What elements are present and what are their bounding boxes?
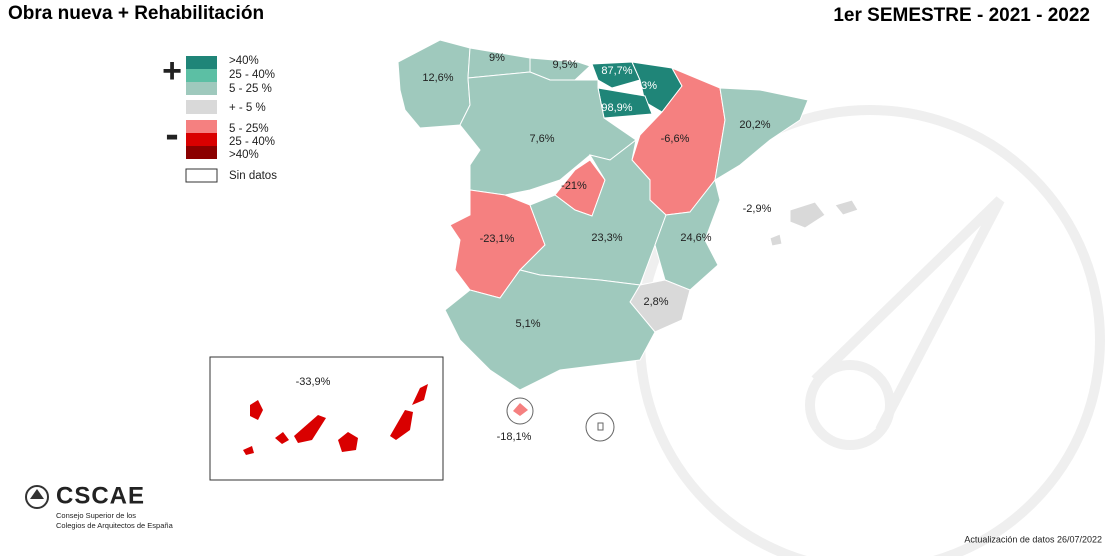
region-label: 7,6% [529, 133, 554, 145]
legend-plus: + [162, 52, 182, 90]
regions [209, 39, 859, 481]
region [789, 201, 826, 229]
region-label: 9,5% [552, 59, 577, 71]
region-label: 9% [489, 52, 505, 64]
region [513, 403, 528, 416]
swatch [186, 82, 217, 95]
region-label: -6,6% [661, 133, 690, 145]
region-label: -18,1% [497, 431, 532, 443]
legend-minus: - [165, 113, 178, 157]
legend-item: >40% [229, 149, 259, 161]
logo-text: CSCAE [56, 482, 145, 509]
org-line: Consejo Superior de los [56, 511, 136, 520]
region [444, 269, 656, 391]
region-label: -23,1% [480, 233, 515, 245]
swatch [186, 133, 217, 146]
swatch [186, 56, 217, 69]
swatch [186, 100, 217, 114]
region-label: 24,6% [680, 232, 711, 244]
region [769, 233, 783, 247]
swatch [185, 168, 218, 183]
swatch [186, 146, 217, 159]
canarias [243, 384, 428, 455]
region-label: -2,9% [743, 203, 772, 215]
region-label: 63% [635, 80, 657, 92]
region-label: 87,7% [601, 65, 632, 77]
legend-item: 25 - 40% [229, 136, 275, 148]
region [397, 39, 471, 129]
legend-item: 5 - 25% [229, 123, 269, 135]
region [654, 178, 721, 291]
region-label: 23,3% [591, 232, 622, 244]
title: Obra nueva + Rehabilitación [8, 3, 264, 24]
region [591, 61, 641, 89]
region [834, 199, 859, 216]
legend-item: 5 - 25 % [229, 83, 272, 95]
region-label: 20,2% [739, 119, 770, 131]
logo [25, 485, 49, 509]
region [714, 87, 809, 181]
period: 1er SEMESTRE - 2021 - 2022 [833, 5, 1090, 26]
update-note: Actualización de datos 26/07/2022 [964, 534, 1102, 544]
legend-item: 25 - 40% [229, 69, 275, 81]
region-label: -33,9% [296, 376, 331, 388]
swatch [186, 69, 217, 82]
region [597, 422, 604, 431]
region-label: 5,1% [515, 318, 540, 330]
region-label: 2,8% [643, 296, 668, 308]
org-line: Colegios de Arquitectos de España [56, 521, 174, 530]
legend-item: >40% [229, 55, 259, 67]
legend: + - >40% 25 - 40% 5 - 25 % + - 5 % 5 - 2… [162, 52, 277, 183]
legend-item: + - 5 % [229, 102, 266, 114]
region-label: -21% [561, 180, 587, 192]
region-label: 12,6% [422, 72, 453, 84]
swatch [186, 120, 217, 133]
legend-item: Sin datos [229, 170, 277, 182]
region-label: 98,9% [601, 102, 632, 114]
